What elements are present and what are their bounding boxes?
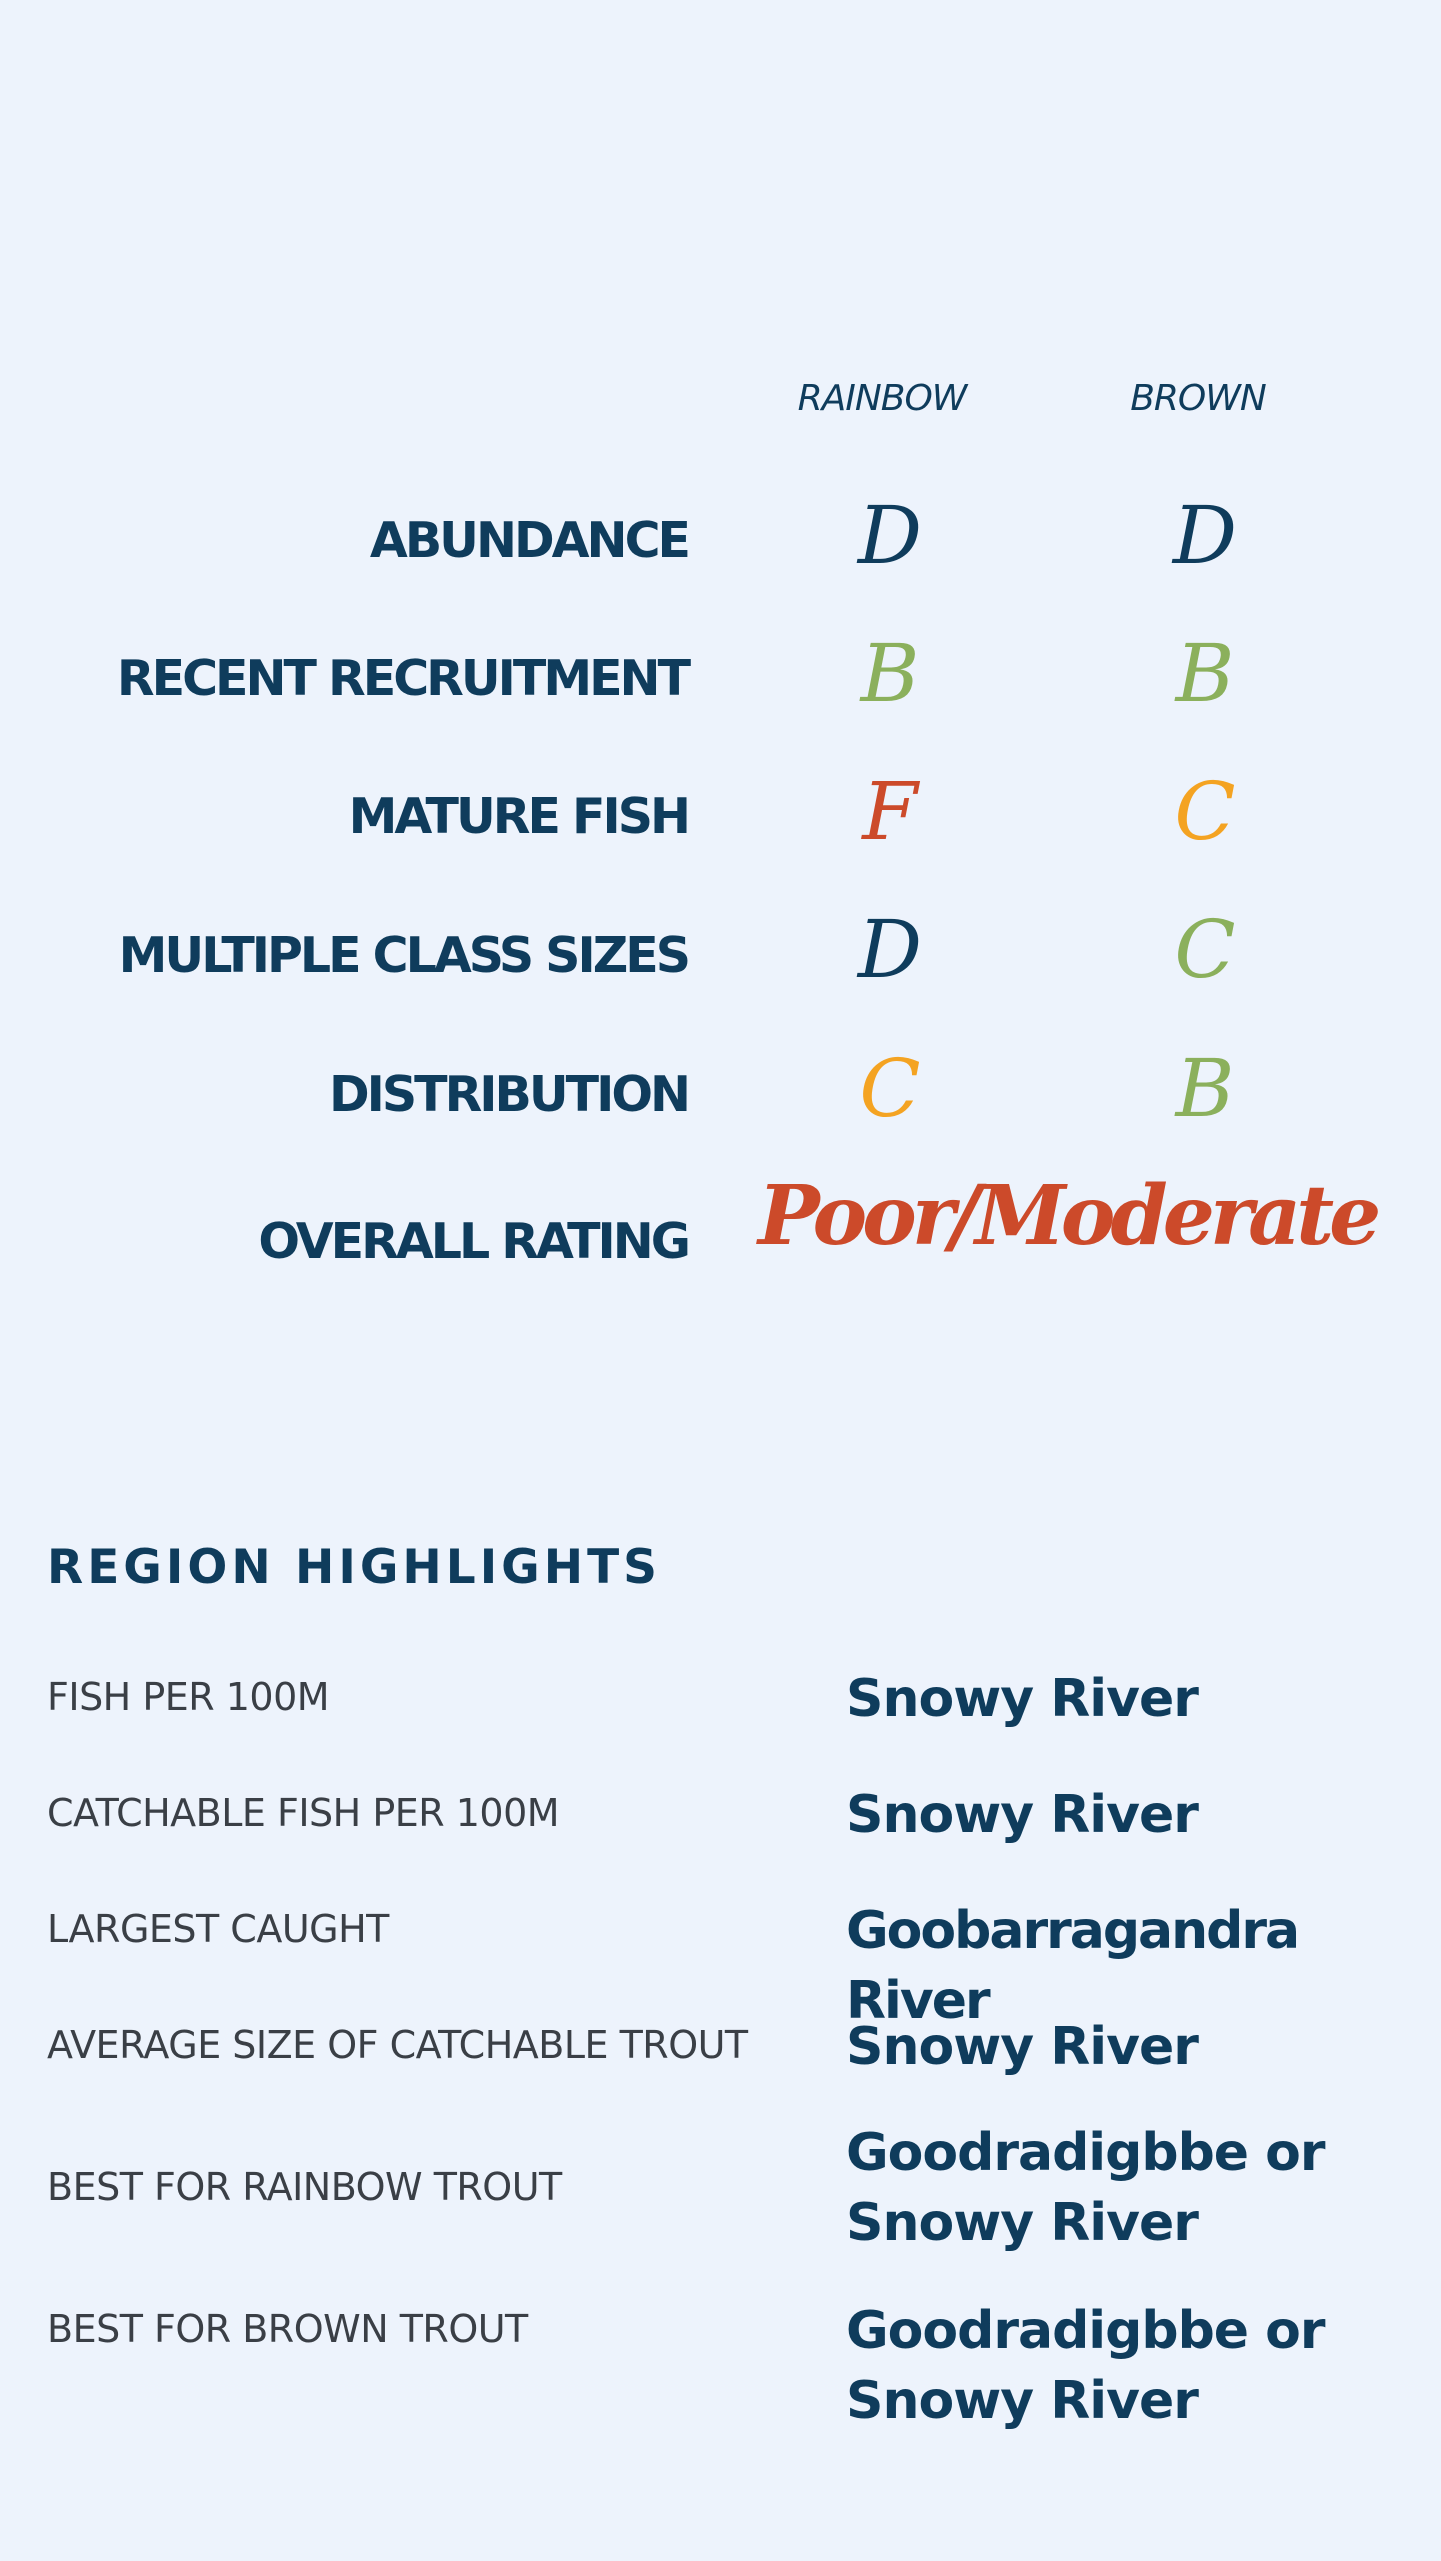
rating-label: RECENT RECRUITMENT — [116, 650, 691, 707]
highlight-value-line: Snowy River — [846, 2193, 1199, 2253]
highlight-value: Snowy River — [846, 2017, 1199, 2077]
brown-grade: D — [1172, 489, 1238, 582]
overall-rating-value: Poor/Moderate — [758, 1168, 1381, 1264]
highlight-label: LARGEST CAUGHT — [47, 1907, 389, 1951]
brown-grade: C — [1174, 765, 1236, 858]
rainbow-grade: B — [860, 627, 920, 720]
rating-label: ABUNDANCE — [369, 512, 691, 569]
rainbow-grade: D — [857, 903, 923, 996]
brown-grade: B — [1175, 627, 1235, 720]
rating-label: MATURE FISH — [348, 788, 691, 845]
rating-label: DISTRIBUTION — [328, 1066, 691, 1123]
highlight-value: Goobarragandra River — [846, 1901, 1300, 2031]
column-header-rainbow: RAINBOW — [797, 378, 968, 419]
rating-label: MULTIPLE CLASS SIZES — [118, 927, 691, 984]
highlight-value: Snowy River — [846, 1669, 1199, 1729]
highlight-label: FISH PER 100M — [47, 1675, 330, 1719]
overall-rating-label: OVERALL RATING — [258, 1213, 691, 1270]
column-header-brown: BROWN — [1130, 378, 1267, 419]
highlight-value-line: Snowy River — [846, 2371, 1199, 2431]
highlight-label: BEST FOR BROWN TROUT — [47, 2307, 528, 2351]
highlight-label: BEST FOR RAINBOW TROUT — [47, 2165, 562, 2209]
highlight-label: CATCHABLE FISH PER 100M — [47, 1791, 560, 1835]
rainbow-grade: F — [862, 765, 918, 858]
brown-grade: B — [1175, 1042, 1235, 1135]
highlight-value-line: Goodradigbbe or — [846, 2301, 1326, 2361]
highlight-value-line: Goodradigbbe or — [846, 2123, 1326, 2183]
highlight-value: Snowy River — [846, 1785, 1199, 1845]
highlight-label: AVERAGE SIZE OF CATCHABLE TROUT — [47, 2023, 748, 2067]
region-highlights-title: REGION HIGHLIGHTS — [47, 1540, 662, 1595]
highlight-value: Goodradigbbe or Snowy River — [846, 2118, 1426, 2258]
highlight-value: Goodradigbbe or Snowy River — [846, 2296, 1426, 2436]
rainbow-grade: D — [857, 489, 923, 582]
rainbow-grade: C — [859, 1042, 921, 1135]
brown-grade: C — [1174, 903, 1236, 996]
